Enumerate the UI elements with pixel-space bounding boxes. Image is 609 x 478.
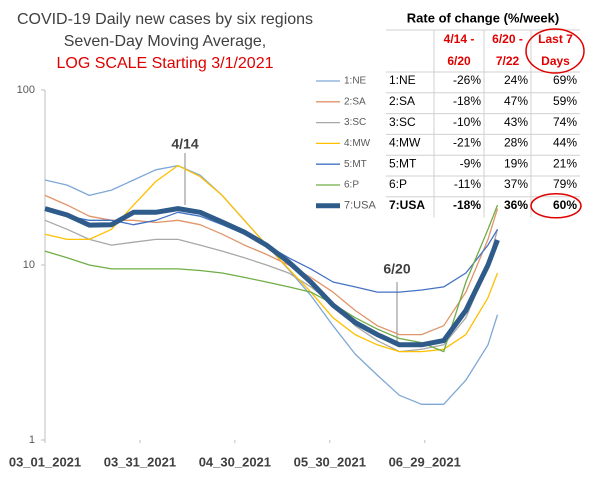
table-cell: 28% [504, 136, 528, 150]
table-cell: 36% [504, 198, 528, 212]
row-label: 1:NE [389, 73, 416, 87]
legend-label: 1:NE [344, 76, 367, 87]
chart-title: LOG SCALE Starting 3/1/2021 [56, 55, 273, 72]
highlight-ring [530, 193, 582, 219]
y-tick-label: 10 [23, 259, 35, 271]
rate-table: Rate of change (%/week) 4/14 -6/20 6/20 -7… [386, 8, 585, 219]
chart-title: COVID-19 Daily new cases by six regions [17, 11, 313, 28]
table-title: Rate of change (%/week) [407, 10, 559, 25]
row-label: 7:USA [389, 198, 425, 212]
legend-label: 5:MT [344, 159, 367, 170]
table-cell: 21% [553, 156, 577, 170]
table-cell: -18% [453, 94, 481, 108]
row-label: 3:SC [389, 115, 416, 129]
highlight-ring [525, 28, 585, 74]
legend-label: 4:MW [344, 138, 371, 149]
x-tick-label: 06_29_2021 [389, 454, 461, 469]
row-label: 4:MW [389, 136, 421, 150]
table-cell: 44% [553, 136, 577, 150]
legend-label: 6:P [344, 180, 359, 191]
table-cell: 43% [504, 115, 528, 129]
chart-title: Seven-Day Moving Average, [64, 33, 266, 50]
row-label: 2:SA [389, 94, 415, 108]
column-header: Last 7 Days [538, 32, 573, 68]
x-tick-label: 04_30_2021 [199, 454, 271, 469]
y-tick-label: 100 [17, 84, 35, 96]
table-cell: 60% [553, 198, 577, 212]
column-header: 4/14 -6/20 [444, 32, 475, 68]
table-cell: -18% [453, 198, 481, 212]
table-cell: -11% [454, 177, 481, 191]
y-tick-label: 1 [29, 434, 35, 446]
x-tick-label: 03_01_2021 [9, 454, 81, 469]
table-cell: 37% [504, 177, 528, 191]
series-line [44, 206, 500, 348]
legend-label: 2:SA [344, 96, 366, 107]
x-tick-label: 03_31_2021 [104, 454, 176, 469]
row-label: 6:P [389, 177, 407, 191]
legend-label: 3:SC [344, 117, 366, 128]
series-line [44, 204, 499, 353]
table-cell: -9% [460, 156, 482, 170]
table-cell: 19% [504, 156, 528, 170]
table-cell: 69% [553, 73, 577, 87]
table-cell: -26% [453, 73, 481, 87]
table-cell: 24% [504, 73, 528, 87]
annotation: 6/20 [383, 261, 410, 277]
table-cell: -10% [453, 115, 481, 129]
table-bg [386, 8, 580, 218]
table-cell: 59% [553, 94, 577, 108]
row-label: 5:MT [389, 156, 417, 170]
table-cell: 47% [504, 94, 528, 108]
x-tick-label: 05_30_2021 [294, 454, 366, 469]
legend-label: 7:USA [344, 200, 376, 212]
annotation: 4/14 [171, 136, 198, 152]
table-cell: -21% [453, 136, 481, 150]
table-cell: 74% [553, 115, 577, 129]
table-cell: 79% [553, 177, 577, 191]
column-header: 6/20 -7/22 [492, 32, 523, 68]
